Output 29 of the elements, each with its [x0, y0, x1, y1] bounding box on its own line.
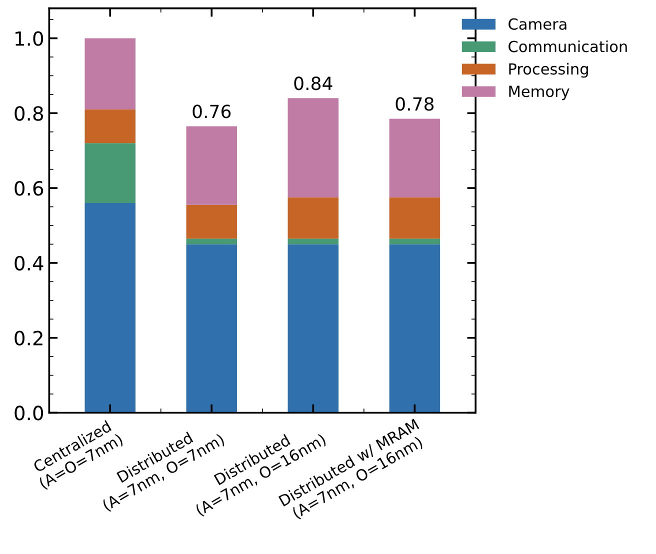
y-tick-label: 0.8 — [14, 106, 44, 121]
y-tick-label: 1.0 — [16, 31, 44, 46]
bar — [288, 197, 339, 239]
y-tick-label: 0.0 — [14, 406, 44, 420]
bar — [84, 143, 136, 204]
y-tick-label: 0.2 — [14, 330, 42, 346]
bar — [288, 244, 339, 413]
y-tick-label: 0.4 — [14, 256, 44, 271]
bar — [186, 244, 238, 413]
bar — [288, 98, 339, 198]
bar — [186, 204, 238, 239]
bar — [389, 118, 440, 198]
bar — [389, 238, 440, 244]
bar — [288, 238, 339, 244]
y-tick-label: 0.6 — [14, 181, 44, 196]
bar — [389, 197, 440, 239]
bar — [186, 238, 238, 244]
legend-label: Communication — [508, 40, 627, 52]
total-label: 0.78 — [396, 97, 434, 111]
total-label: 0.76 — [192, 104, 231, 118]
legend-label: Camera — [508, 18, 566, 30]
legend-label: Memory — [509, 86, 570, 100]
total-label: 0.84 — [294, 76, 332, 90]
bar — [84, 109, 136, 144]
bar — [389, 244, 440, 413]
legend-label: Processing — [509, 62, 588, 78]
bar — [186, 126, 238, 205]
bar — [84, 38, 136, 110]
bar — [84, 203, 136, 413]
